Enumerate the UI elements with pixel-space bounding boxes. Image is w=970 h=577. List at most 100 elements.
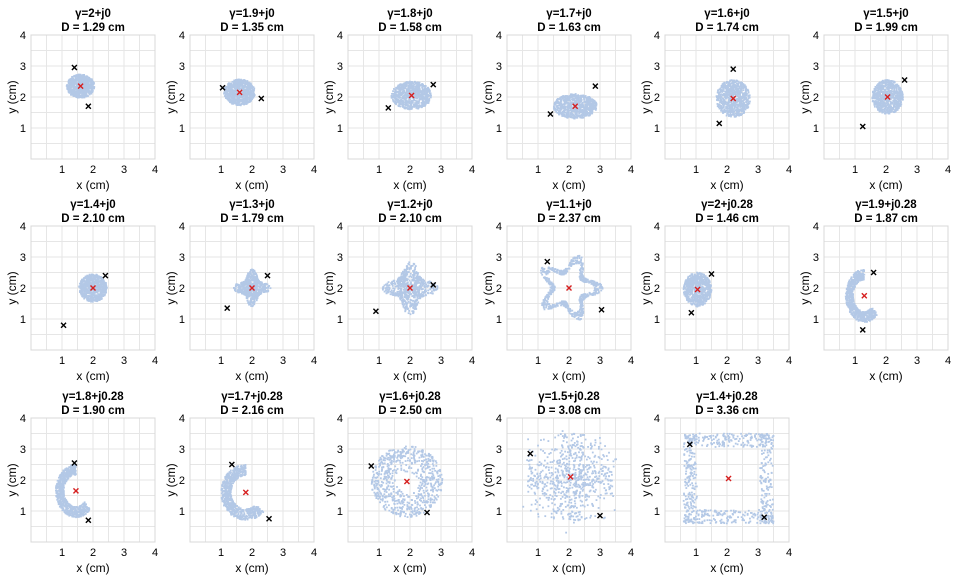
scatter-point	[88, 79, 90, 82]
scatter-point	[233, 96, 236, 99]
scatter-point	[229, 101, 231, 103]
scatter-point	[566, 116, 569, 119]
scatter-point	[401, 105, 404, 107]
scatter-point	[405, 102, 408, 104]
scatter-point	[744, 103, 746, 106]
scatter-point	[252, 92, 254, 95]
scatter-point	[877, 91, 880, 94]
scatter-point	[728, 83, 731, 86]
scatter-point	[742, 112, 745, 114]
scatter-point	[567, 99, 569, 101]
scatter-point	[75, 77, 78, 80]
scatter-point	[237, 80, 240, 83]
scatter-point	[579, 100, 582, 102]
scatter-point	[872, 90, 875, 93]
scatter-point	[227, 84, 230, 87]
scatter-point	[81, 88, 84, 90]
scatter-point	[729, 112, 732, 115]
scatter-point	[248, 84, 251, 87]
x-tick-label: 3	[755, 164, 761, 176]
scatter-point	[394, 101, 397, 104]
scatter-point	[241, 102, 243, 105]
scatter-point	[396, 94, 399, 97]
scatter-point	[555, 110, 558, 113]
scatter-point	[558, 101, 561, 104]
scatter-point	[74, 87, 76, 90]
scatter-point	[70, 81, 72, 84]
scatter-point	[747, 91, 750, 94]
y-tick-label: 4	[813, 30, 819, 42]
scatter-point	[871, 96, 874, 99]
scatter-point	[246, 89, 249, 92]
scatter-point	[583, 109, 585, 112]
scatter-point	[85, 87, 88, 90]
scatter-point	[399, 96, 402, 99]
scatter-point	[76, 75, 78, 78]
scatter-point	[560, 99, 562, 101]
scatter-point	[393, 92, 396, 95]
scatter-point	[234, 79, 237, 81]
scatter-point	[92, 81, 95, 83]
scatter-point	[242, 97, 245, 100]
scatter-point	[247, 93, 249, 96]
scatter-point	[234, 80, 237, 83]
scatter-point	[245, 85, 247, 88]
scatter-point	[416, 96, 419, 98]
scatter-point	[76, 96, 79, 99]
scatter-point	[419, 91, 422, 94]
scatter-point	[398, 101, 400, 104]
scatter-point	[899, 102, 902, 105]
scatter-point	[249, 96, 252, 98]
scatter-point	[579, 116, 582, 119]
scatter-point	[572, 94, 575, 97]
scatter-point	[229, 90, 232, 93]
scatter-point	[232, 98, 235, 100]
scatter-point	[567, 108, 570, 111]
scatter-point	[247, 91, 250, 94]
scatter-point	[428, 88, 431, 91]
scatter-point	[418, 105, 421, 108]
scatter-point	[234, 100, 236, 102]
scatter-point	[742, 107, 744, 110]
scatter-point	[76, 74, 79, 77]
scatter-point	[89, 91, 92, 94]
scatter-point	[875, 84, 878, 87]
scatter-point	[414, 96, 417, 99]
scatter-point	[729, 92, 732, 95]
scatter-point	[407, 84, 410, 87]
scatter-point	[399, 105, 402, 108]
scatter-point	[237, 102, 240, 105]
scatter-point	[244, 83, 247, 86]
scatter-point	[718, 96, 721, 99]
y-tick-label: 3	[813, 61, 819, 73]
x-tick-label: 1	[376, 164, 382, 176]
scatter-point	[99, 292, 102, 295]
endpoint-marker	[71, 64, 78, 71]
scatter-point	[742, 89, 745, 92]
scatter-point	[87, 81, 89, 84]
scatter-point	[235, 102, 237, 105]
scatter-point	[227, 95, 229, 97]
scatter-point	[414, 103, 417, 106]
scatter-point	[884, 112, 886, 115]
scatter-point	[422, 103, 425, 106]
subplot-title-gamma: γ=1.7+j0	[546, 8, 591, 20]
scatter-point	[231, 80, 234, 83]
y-axis-label: y (cm)	[164, 80, 178, 113]
scatter-point	[734, 102, 737, 104]
scatter-point	[587, 114, 590, 117]
scatter-point	[879, 88, 882, 91]
scatter-point	[71, 81, 74, 83]
scatter-point	[746, 107, 749, 109]
x-tick-label: 4	[945, 164, 951, 176]
scatter-point	[244, 79, 247, 82]
scatter-point	[401, 103, 404, 106]
scatter-point	[225, 89, 228, 92]
scatter-point	[409, 80, 411, 83]
scatter-point	[68, 87, 71, 90]
scatter-point	[876, 97, 878, 100]
x-axis-label: x (cm)	[710, 178, 743, 192]
scatter-point	[558, 110, 561, 113]
scatter-point	[230, 91, 233, 94]
scatter-point	[245, 97, 248, 99]
